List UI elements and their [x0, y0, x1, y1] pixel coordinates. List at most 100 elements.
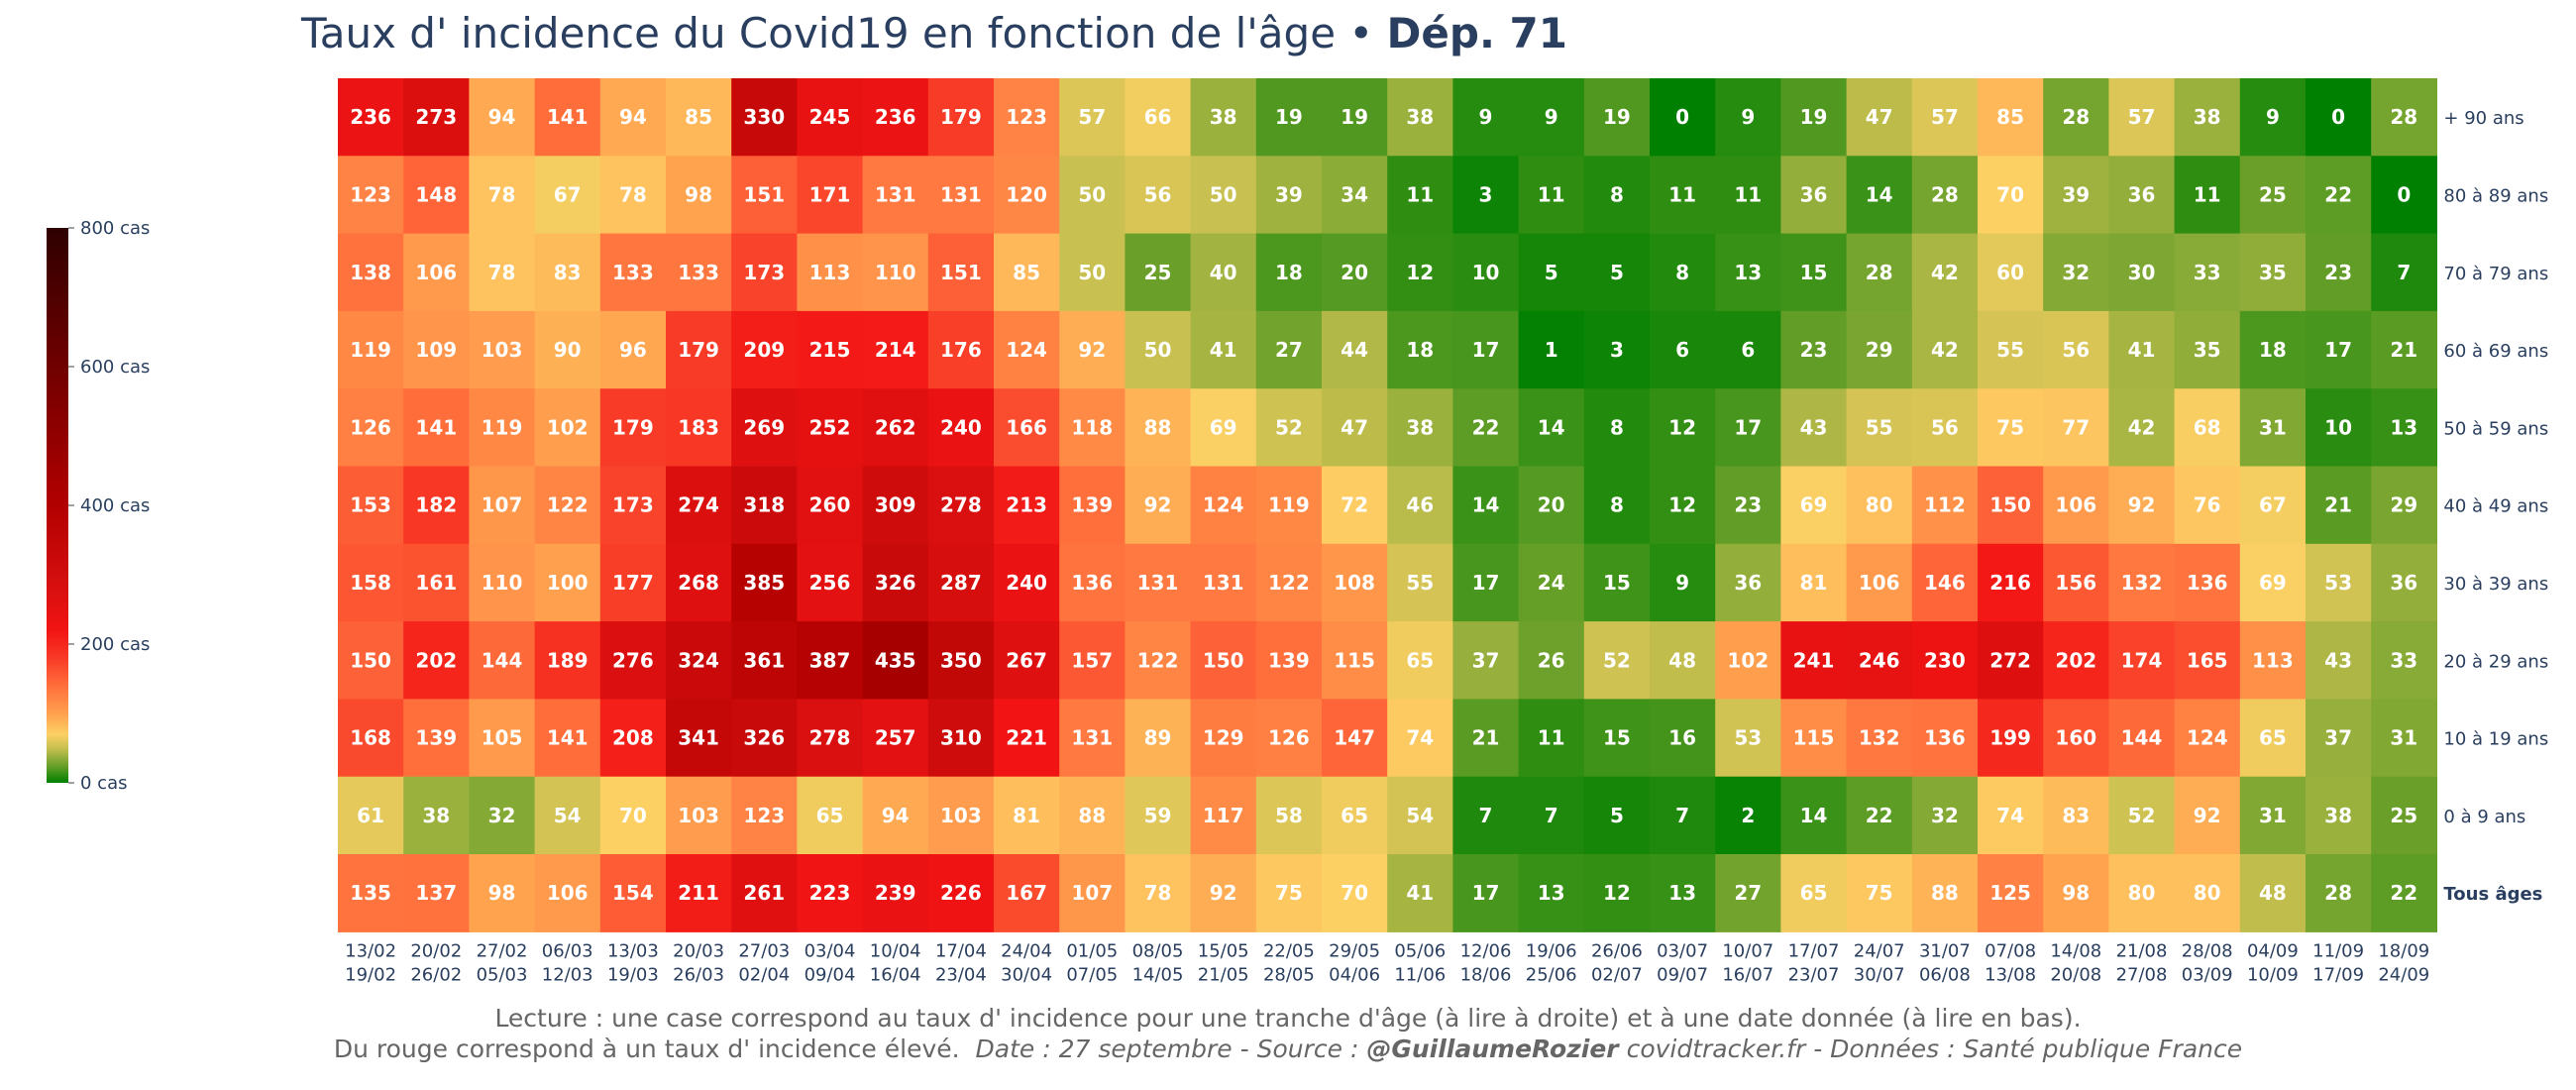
cell-value-label: 23: [1734, 493, 1762, 517]
heatmap-cell: [666, 466, 732, 545]
column-label-start: 24/04: [1001, 940, 1052, 961]
column-label-end: 13/08: [1985, 964, 2036, 985]
cell-value-label: 31: [2259, 804, 2287, 827]
cell-value-label: 75: [1996, 415, 2024, 439]
cell-value-label: 267: [1006, 648, 1047, 672]
cell-value-label: 69: [2259, 571, 2287, 595]
heatmap-cell: [1452, 233, 1520, 312]
heatmap-cell: [1190, 543, 1257, 622]
cell-value-label: 182: [415, 493, 457, 517]
column-label-end: 10/09: [2247, 964, 2299, 985]
cell-value-label: 39: [1275, 182, 1303, 206]
cell-value-label: 137: [415, 881, 457, 905]
cell-value-label: 189: [547, 648, 589, 672]
cell-value-label: 47: [1866, 105, 1893, 129]
cell-value-label: 10: [1472, 261, 1500, 284]
cell-value-label: 56: [1144, 182, 1172, 206]
cell-value-label: 65: [816, 804, 844, 827]
heatmap-cell: [1780, 388, 1848, 468]
cell-value-label: 278: [940, 493, 982, 517]
heatmap-cell: [1911, 776, 1979, 855]
heatmap-cell: [403, 310, 470, 389]
cell-value-label: 92: [1210, 881, 1237, 905]
cell-value-label: 278: [809, 726, 851, 750]
heatmap-cell: [1125, 776, 1192, 855]
heatmap-cell: [2371, 233, 2437, 312]
cell-value-label: 14: [1800, 804, 1828, 827]
heatmap-cell: [1255, 854, 1323, 932]
heatmap-cell: [1518, 156, 1585, 235]
cell-value-label: 57: [1078, 105, 1106, 129]
heatmap-cell: [2108, 466, 2176, 545]
heatmap-cell: [2239, 233, 2307, 312]
cell-value-label: 29: [2390, 493, 2417, 517]
column-label-end: 11/06: [1394, 964, 1446, 985]
heatmap-cell: [1715, 233, 1781, 312]
heatmap-cell: [1846, 233, 1913, 312]
heatmap-cell: [1780, 776, 1848, 855]
heatmap-cell: [1387, 699, 1453, 778]
heatmap-cell: [1583, 466, 1651, 545]
heatmap-cell: [1715, 621, 1781, 700]
cell-value-label: 96: [619, 338, 647, 362]
row-label: + 90 ans: [2443, 108, 2523, 129]
cell-value-label: 236: [875, 105, 916, 129]
cell-value-label: 274: [678, 493, 719, 517]
cell-value-label: 385: [743, 571, 785, 595]
heatmap-cell: [1125, 233, 1192, 312]
cell-value-label: 202: [415, 648, 457, 672]
heatmap-cell: [599, 156, 667, 235]
cell-value-label: 9: [1479, 105, 1493, 129]
heatmap-cell: [1255, 466, 1323, 545]
heatmap-cell: [1583, 543, 1651, 622]
cell-value-label: 78: [1144, 881, 1172, 905]
heatmap-cell: [2108, 699, 2176, 778]
heatmap-cell: [2371, 621, 2437, 700]
heatmap-cell: [1846, 310, 1913, 389]
heatmap-cell: [1650, 156, 1716, 235]
cell-value-label: 92: [2194, 804, 2221, 827]
cell-value-label: 146: [1924, 571, 1966, 595]
heatmap-cell: [2306, 776, 2372, 855]
heatmap-cell: [1190, 156, 1257, 235]
cell-value-label: 120: [1006, 182, 1047, 206]
heatmap-cell: [1059, 388, 1126, 468]
cell-value-label: 13: [1538, 881, 1565, 905]
heatmap-cell: [1650, 621, 1716, 700]
heatmap-cell: [1322, 310, 1388, 389]
heatmap-cell: [1780, 156, 1848, 235]
heatmap-cell: [338, 156, 404, 235]
cell-value-label: 21: [2324, 493, 2352, 517]
row-label: 60 à 69 ans: [2443, 341, 2548, 362]
title-department: Dép. 71: [1387, 9, 1567, 57]
heatmap-cell: [666, 543, 732, 622]
cell-value-label: 98: [488, 881, 516, 905]
column-label-start: 19/06: [1526, 940, 1577, 961]
heatmap-cell: [1387, 621, 1453, 700]
column-label-end: 28/05: [1263, 964, 1315, 985]
cell-value-label: 241: [1793, 648, 1835, 672]
cell-value-label: 252: [809, 415, 851, 439]
heatmap-cell: [1780, 466, 1848, 545]
heatmap-cell: [2043, 310, 2109, 389]
heatmap-cell: [338, 233, 404, 312]
heatmap-cell: [1125, 854, 1192, 932]
heatmap-cell: [1452, 776, 1520, 855]
heatmap-cell: [1846, 699, 1913, 778]
cell-value-label: 179: [678, 338, 719, 362]
cell-value-label: 158: [350, 571, 391, 595]
cell-value-label: 81: [1800, 571, 1828, 595]
heatmap-cell: [2306, 78, 2372, 157]
column-label-end: 12/03: [542, 964, 593, 985]
cell-value-label: 26: [1538, 648, 1565, 672]
heatmap-cell: [1650, 699, 1716, 778]
cell-value-label: 160: [2055, 726, 2096, 750]
cell-value-label: 106: [547, 881, 589, 905]
chart-title: Taux d' incidence du Covid19 en fonction…: [300, 9, 1567, 57]
heatmap-cell: [2174, 543, 2241, 622]
heatmap-cell: [403, 233, 470, 312]
row-label: 80 à 89 ans: [2443, 185, 2548, 206]
heatmap-cell: [2108, 854, 2176, 932]
heatmap-cell: [1780, 78, 1848, 157]
cell-value-label: 85: [1996, 105, 2024, 129]
